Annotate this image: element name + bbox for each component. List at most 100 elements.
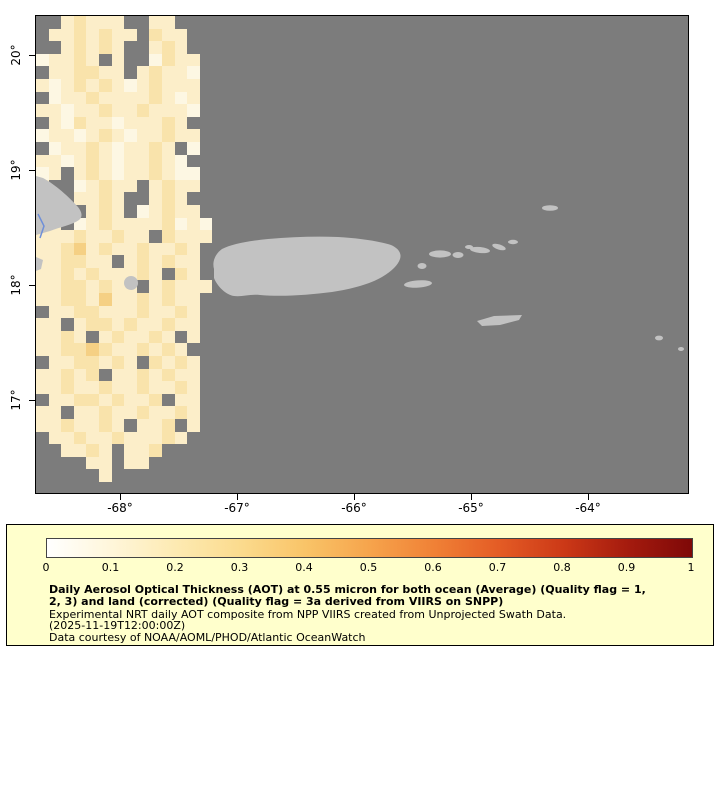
aot-cell [136, 343, 150, 357]
aot-cell [48, 343, 62, 357]
aot-cell [48, 305, 62, 319]
aot-cell [48, 91, 62, 105]
aot-cell [98, 267, 112, 281]
aot-cell [187, 393, 200, 407]
aot-cell [149, 78, 162, 92]
aot-cell [73, 280, 87, 294]
aot-cell [86, 41, 99, 54]
aot-cell [187, 204, 200, 218]
legend-description: Experimental NRT daily AOT composite fro… [49, 608, 567, 621]
aot-cell [149, 192, 162, 205]
lat-axis-label: 18° [9, 274, 23, 296]
aot-cell [36, 104, 49, 117]
aot-cell [61, 104, 74, 117]
aot-cell [124, 343, 137, 357]
aot-cell [136, 255, 150, 268]
aot-cell [174, 343, 188, 357]
aot-cell [98, 406, 112, 419]
aot-cell [161, 78, 175, 92]
aot-cell [98, 456, 112, 470]
aot-cell [48, 255, 62, 268]
aot-cell [111, 217, 125, 231]
aot-cell [149, 444, 162, 457]
aot-cell [187, 293, 200, 306]
coastline-layer [36, 176, 684, 351]
aot-cell [136, 217, 150, 231]
aot-cell [174, 53, 188, 67]
aot-cell [174, 41, 188, 54]
aot-cell [111, 343, 125, 357]
aot-cell [48, 356, 62, 369]
aot-cell [61, 255, 74, 268]
aot-cell [111, 28, 125, 42]
aot-cell [149, 66, 162, 79]
aot-cell [86, 217, 99, 231]
aot-cell [136, 431, 150, 445]
aot-cell [174, 217, 188, 231]
aot-cell [174, 204, 188, 218]
aot-cell [149, 28, 162, 42]
aot-cell [86, 192, 99, 205]
aot-cell [187, 330, 200, 344]
aot-cell [124, 356, 137, 369]
aot-cell [124, 393, 137, 407]
aot-cell [136, 456, 150, 470]
aot-cell [161, 419, 175, 432]
aot-cell [86, 343, 99, 357]
aot-cell [48, 381, 62, 394]
aot-cell [161, 66, 175, 79]
aot-cell [149, 104, 162, 117]
aot-cell [73, 53, 87, 67]
aot-cell [111, 53, 125, 67]
aot-cell [48, 28, 62, 42]
aot-cell [199, 217, 213, 231]
aot-cell [111, 192, 125, 205]
aot-cell [36, 419, 49, 432]
aot-cell [161, 356, 175, 369]
aot-cell [161, 343, 175, 357]
aot-cell [111, 116, 125, 130]
aot-cell [61, 431, 74, 445]
aot-cell [111, 242, 125, 256]
lon-tick-mark [120, 494, 121, 500]
aot-cell [111, 406, 125, 419]
aot-cell [48, 280, 62, 294]
aot-cell [161, 179, 175, 193]
aot-cell [73, 28, 87, 42]
aot-cell [61, 116, 74, 130]
lat-axis-label: 17° [9, 389, 23, 411]
aot-cell [111, 141, 125, 155]
aot-cell [161, 381, 175, 394]
aot-cell [73, 66, 87, 79]
aot-cell [149, 280, 162, 294]
landmass-puerto-rico [213, 236, 401, 297]
aot-cell [161, 406, 175, 419]
aot-cell [61, 28, 74, 42]
aot-cell [111, 154, 125, 168]
aot-cell [161, 129, 175, 142]
aot-cell [86, 116, 99, 130]
aot-cell [86, 381, 99, 394]
aot-cell [174, 242, 188, 256]
aot-cell [48, 230, 62, 243]
aot-cell [48, 78, 62, 92]
aot-cell [161, 41, 175, 54]
aot-cell [136, 167, 150, 180]
aot-cell [98, 167, 112, 180]
aot-cell [187, 141, 200, 155]
aot-cell [86, 431, 99, 445]
aot-cell [161, 242, 175, 256]
aot-cell [161, 91, 175, 105]
aot-cell [61, 305, 74, 319]
aot-cell [149, 167, 162, 180]
aot-cell [174, 431, 188, 445]
lon-tick-mark [588, 494, 589, 500]
landmass-st-croix [477, 315, 522, 326]
aot-cell [136, 381, 150, 394]
aot-cell [86, 167, 99, 180]
aot-cell [174, 28, 188, 42]
aot-cell [136, 305, 150, 319]
aot-cell [149, 393, 162, 407]
aot-cell [73, 368, 87, 382]
aot-cell [48, 167, 62, 180]
